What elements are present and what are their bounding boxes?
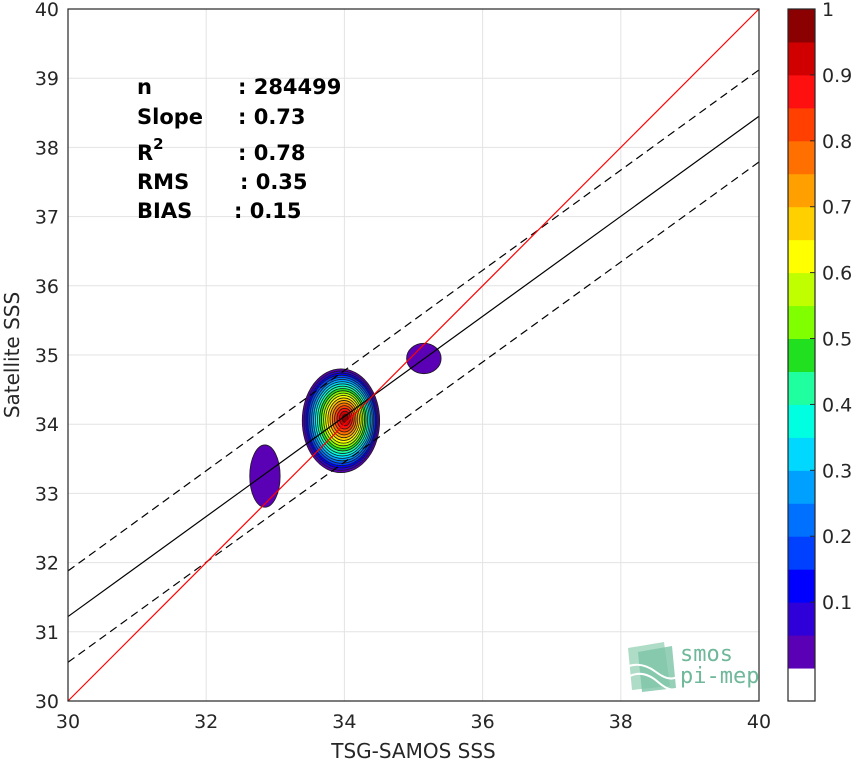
x-tick-label: 32	[194, 711, 218, 733]
colorbar-swatch	[788, 9, 815, 43]
x-tick-label: 34	[332, 711, 356, 733]
colorbar-swatch	[788, 437, 815, 471]
colorbar-swatch	[788, 371, 815, 405]
stat-label: RMS	[137, 170, 189, 194]
y-tick-label: 37	[35, 207, 59, 229]
y-tick-labels: 30 31 32 33 34 35 36 37 38 39 40	[35, 0, 59, 713]
identity-line	[67, 8, 760, 702]
stats-annotation: n : 284499 Slope : 0.73 R2 : 0.78 RMS : 0.35 BIA…	[137, 75, 341, 223]
colorbar-tick-label: 0.3	[822, 460, 852, 482]
density-contour-left	[249, 444, 281, 508]
stat-value: : 284499	[238, 75, 341, 99]
colorbar-swatch	[788, 239, 815, 274]
y-tick-label: 32	[35, 553, 59, 575]
stat-value: : 0.73	[238, 105, 306, 129]
y-tick-label: 36	[35, 276, 59, 298]
colorbar-swatch	[788, 305, 815, 340]
stat-label: R2	[137, 135, 164, 165]
colorbar-swatch	[788, 173, 815, 208]
logo-mark-icon	[623, 642, 683, 692]
logo-line1: smos	[680, 642, 733, 667]
y-axis-label: Satellite SSS	[0, 292, 24, 418]
x-tick-label: 36	[471, 711, 495, 733]
colorbar-swatch	[788, 206, 815, 241]
colorbar-swatch	[788, 602, 815, 636]
upper-band-line	[67, 69, 760, 572]
colorbar-swatch	[788, 569, 815, 603]
colorbar-swatch	[788, 404, 815, 438]
stat-value: : 0.15	[234, 199, 302, 223]
lower-band-line	[67, 161, 760, 663]
colorbar-swatch	[788, 635, 815, 669]
density-contours	[249, 342, 442, 508]
colorbar-tick-label: 0.7	[822, 197, 852, 219]
y-tick-label: 35	[35, 345, 59, 367]
y-tick-label: 33	[35, 483, 59, 505]
colorbar-tick-label: 0.1	[822, 592, 852, 614]
x-tick-label: 30	[56, 711, 80, 733]
colorbar-tick-label: 0.2	[822, 526, 852, 548]
stat-value: : 0.35	[240, 170, 308, 194]
stat-label-sup: 2	[153, 135, 163, 153]
y-tick-label: 30	[35, 691, 59, 713]
colorbar-swatch	[788, 338, 815, 372]
y-tick-label: 40	[35, 0, 59, 21]
x-tick-labels: 30 32 34 36 38 40	[56, 711, 771, 733]
y-tick-label: 38	[35, 137, 59, 159]
stat-label: BIAS	[137, 199, 192, 223]
colorbar-swatch	[788, 503, 815, 537]
colorbar-tick-label: 1	[822, 0, 834, 21]
colorbar-swatch	[788, 272, 815, 307]
colorbar-tick-label: 0.9	[822, 65, 852, 87]
y-tick-label: 39	[35, 68, 59, 90]
colorbar-tick-label: 0.8	[822, 131, 852, 153]
colorbar-swatch	[788, 668, 815, 702]
stat-label: n	[137, 75, 152, 99]
colorbar-tick-label: 0.5	[822, 329, 852, 351]
colorbar-tick-label: 0.4	[822, 394, 852, 416]
y-tick-label: 34	[35, 414, 59, 436]
plot-frame	[67, 8, 760, 702]
stat-label: Slope	[137, 105, 203, 129]
y-tick-label: 31	[35, 622, 59, 644]
x-tick-label: 38	[609, 711, 633, 733]
colorbar-swatch	[788, 74, 815, 109]
colorbar-tick-label: 0.6	[822, 263, 852, 285]
smos-pimep-logo: smos pi-mep	[623, 642, 759, 692]
fit-lines	[67, 8, 760, 702]
regression-line	[67, 115, 760, 618]
colorbar-swatch	[788, 470, 815, 504]
colorbar-swatch	[788, 140, 815, 175]
x-tick-label: 40	[747, 711, 771, 733]
colorbar: 0.1 0.2 0.3 0.4 0.5 0.6 0.7 0.8 0.9 1	[787, 0, 852, 702]
logo-line2: pi-mep	[680, 664, 759, 689]
stat-value: : 0.78	[238, 141, 306, 165]
colorbar-frame	[787, 8, 816, 702]
colorbar-swatch	[788, 107, 815, 142]
colorbar-swatch	[788, 536, 815, 570]
x-axis-label: TSG-SAMOS SSS	[330, 739, 496, 763]
colorbar-swatch	[788, 41, 815, 76]
